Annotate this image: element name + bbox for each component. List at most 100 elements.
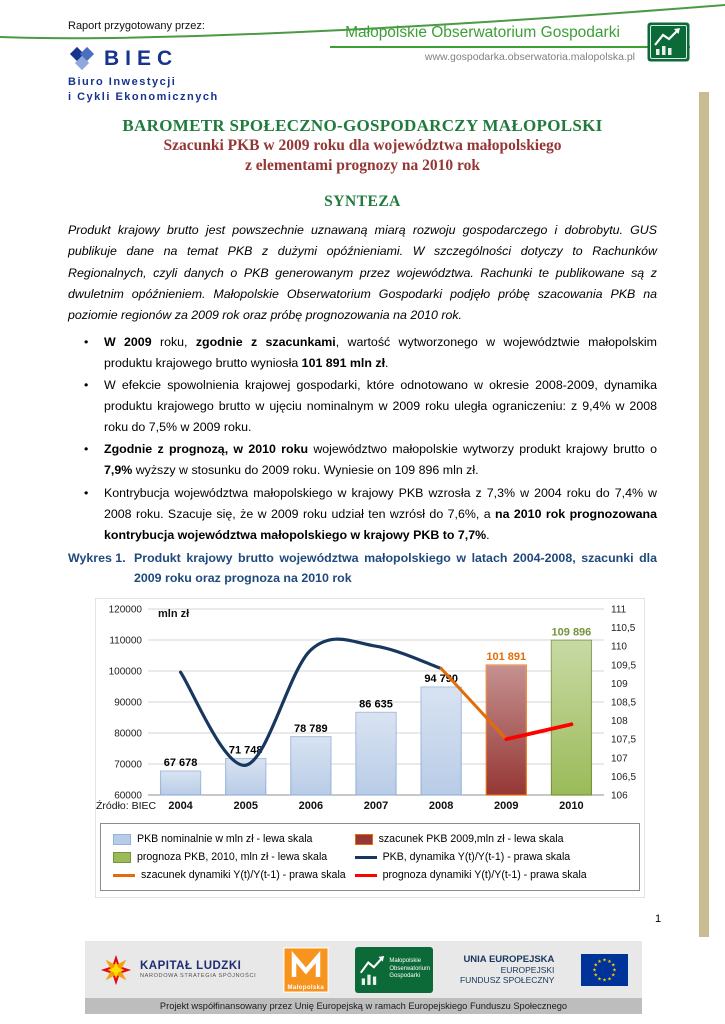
report-subtitle-2: z elementami prognozy na 2010 rok	[245, 157, 480, 175]
svg-text:★: ★	[594, 962, 599, 968]
observatory-footer-line2: Obserwatorium	[389, 965, 431, 972]
svg-text:109 896: 109 896	[552, 626, 592, 638]
prepared-by-label: Raport przygotowany przez:	[68, 20, 205, 32]
eu-line3: FUNDUSZ SPOŁECZNY	[459, 975, 555, 985]
svg-text:70000: 70000	[114, 760, 142, 771]
svg-text:★: ★	[607, 976, 612, 982]
svg-text:110000: 110000	[109, 636, 142, 647]
footer-logos-band: KAPITAŁ LUDZKI NARODOWA STRATEGIA SPÓJNO…	[85, 941, 642, 1014]
legend-label: PKB nominalnie w mln zł - lewa skala	[137, 833, 313, 845]
svg-text:106: 106	[611, 791, 628, 802]
observatory-chart-icon	[360, 955, 385, 985]
svg-text:★: ★	[611, 962, 616, 968]
chart-canvas: 60000 70000 80000 90000 100000 110000 120000 10…	[96, 605, 636, 813]
svg-text:★: ★	[592, 967, 597, 973]
biec-subtitle-1: Biuro Inwestycji	[68, 76, 177, 88]
kapital-ludzki-star-icon	[100, 954, 132, 985]
svg-text:108,5: 108,5	[611, 698, 636, 709]
svg-text:109,5: 109,5	[611, 660, 636, 671]
page-number: 1	[655, 913, 662, 925]
observatory-logo-icon	[647, 22, 690, 62]
svg-text:★: ★	[594, 972, 599, 978]
observatory-footer-line3: Gospodarki	[389, 973, 421, 980]
header-right: Małopolskie Obserwatorium Gospodarki www…	[330, 22, 690, 63]
legend-item: prognoza PKB, 2010, mln zł - lewa skala	[113, 851, 355, 863]
legend-swatch	[354, 833, 373, 845]
chart-legend: PKB nominalnie w mln zł - lewa skala szac…	[100, 823, 640, 891]
svg-text:2006: 2006	[299, 800, 323, 812]
svg-text:106,5: 106,5	[611, 772, 636, 783]
svg-text:120000: 120000	[109, 605, 143, 616]
legend-label: szacunek PKB 2009,mln zł - lewa skala	[378, 833, 564, 845]
svg-text:★: ★	[612, 967, 617, 973]
observatory-footer-line1: Małopolskie	[389, 958, 422, 965]
legend-line-marker	[354, 873, 377, 877]
svg-text:mln zł: mln zł	[158, 608, 189, 620]
svg-text:★: ★	[597, 959, 602, 965]
kapital-ludzki-logo: KAPITAŁ LUDZKI NARODOWA STRATEGIA SPÓJNO…	[99, 953, 256, 987]
svg-text:107: 107	[611, 753, 628, 764]
summary-bullet: W 2009 roku, zgodnie z szacunkami, warto…	[68, 332, 657, 374]
kapital-ludzki-subtitle: NARODOWA STRATEGIA SPÓJNOŚCI	[140, 973, 257, 979]
legend-item: PKB nominalnie w mln zł - lewa skala	[113, 833, 355, 845]
svg-text:2010: 2010	[559, 800, 583, 812]
svg-text:109: 109	[611, 679, 628, 690]
svg-text:★: ★	[602, 957, 607, 963]
svg-text:★: ★	[607, 959, 612, 965]
svg-text:2009: 2009	[494, 800, 518, 812]
observatory-footer-logo: Małopolskie Obserwatorium Gospodarki	[355, 946, 434, 993]
biec-diamonds-icon	[69, 46, 95, 71]
svg-text:107,5: 107,5	[611, 735, 636, 746]
legend-swatch	[113, 833, 131, 845]
legend-label: prognoza PKB, 2010, mln zł - lewa skala	[137, 851, 328, 863]
svg-text:2007: 2007	[364, 800, 388, 812]
svg-text:Źródło: BIEC: Źródło: BIEC	[96, 799, 157, 812]
biec-logo-row: BIEC	[68, 45, 219, 73]
svg-text:90000: 90000	[114, 698, 142, 709]
title-block: BAROMETR SPOŁECZNO-GOSPODARCZY MAŁOPOLSK…	[40, 116, 685, 177]
eu-text-block: UNIA EUROPEJSKA EUROPEJSKI FUNDUSZ SPOŁE…	[460, 954, 554, 985]
legend-line-marker	[113, 873, 135, 877]
svg-text:111: 111	[611, 605, 627, 616]
legend-line-marker	[354, 855, 377, 859]
chart-wykres-1: 60000 70000 80000 90000 100000 110000 120000 10…	[95, 598, 645, 898]
legend-item: szacunek dynamiki Y(t)/Y(t-1) - prawa sk…	[113, 869, 355, 881]
eu-line2: EUROPEJSKI	[500, 965, 555, 975]
legend-swatch	[113, 851, 131, 863]
biec-subtitle-2: i Cykli Ekonomicznych	[68, 91, 219, 103]
section-heading-synteza: SYNTEZA	[324, 193, 401, 210]
eu-title: UNIA EUROPEJSKA	[463, 954, 555, 965]
svg-text:2005: 2005	[233, 800, 257, 812]
biec-logo: BIEC Biuro Inwestycji i Cykli Ekonomiczn…	[68, 45, 219, 103]
legend-item: szacunek PKB 2009,mln zł - lewa skala	[354, 833, 627, 845]
svg-text:78 789: 78 789	[294, 723, 328, 735]
biec-logo-text: BIEC	[104, 47, 179, 70]
svg-text:108: 108	[611, 716, 628, 727]
malopolska-logo: Małopolska	[282, 946, 329, 993]
svg-text:60000: 60000	[114, 791, 142, 802]
svg-text:101 891: 101 891	[486, 651, 526, 663]
summary-bullet-list: W 2009 roku, zgodnie z szacunkami, warto…	[68, 332, 657, 547]
svg-text:110: 110	[611, 642, 627, 653]
svg-text:71 748: 71 748	[229, 745, 263, 757]
malopolska-m-icon	[291, 950, 321, 977]
svg-text:★: ★	[611, 972, 616, 978]
figure-label: Wykres 1.	[68, 551, 126, 565]
kapital-ludzki-title: KAPITAŁ LUDZKI	[140, 960, 242, 972]
header-divider	[330, 46, 690, 48]
decorative-side-bar	[699, 92, 709, 937]
kapital-ludzki-text: KAPITAŁ LUDZKI NARODOWA STRATEGIA SPÓJNO…	[140, 960, 256, 979]
observatory-name: Małopolskie Obserwatorium Gospodarki	[345, 24, 620, 41]
legend-label: PKB, dynamika Y(t)/Y(t-1) - prawa skala	[382, 851, 571, 863]
eu-flag-icon: ★ ★ ★★ ★★ ★★ ★★ ★★	[580, 953, 628, 986]
svg-text:★: ★	[602, 977, 607, 983]
report-title: BAROMETR SPOŁECZNO-GOSPODARCZY MAŁOPOLSK…	[122, 116, 603, 135]
svg-text:86 635: 86 635	[359, 698, 393, 710]
summary-bullet: Zgodnie z prognozą, w 2010 roku wojewódz…	[68, 439, 657, 481]
legend-item: prognoza dynamiki Y(t)/Y(t-1) - prawa sk…	[354, 869, 627, 881]
observatory-footer-text: Małopolskie Obserwatorium Gospodarki	[389, 958, 430, 981]
observatory-url: www.gospodarka.obserwatoria.malopolska.p…	[424, 51, 635, 63]
svg-text:2008: 2008	[429, 800, 453, 812]
legend-item: PKB, dynamika Y(t)/Y(t-1) - prawa skala	[354, 851, 627, 863]
